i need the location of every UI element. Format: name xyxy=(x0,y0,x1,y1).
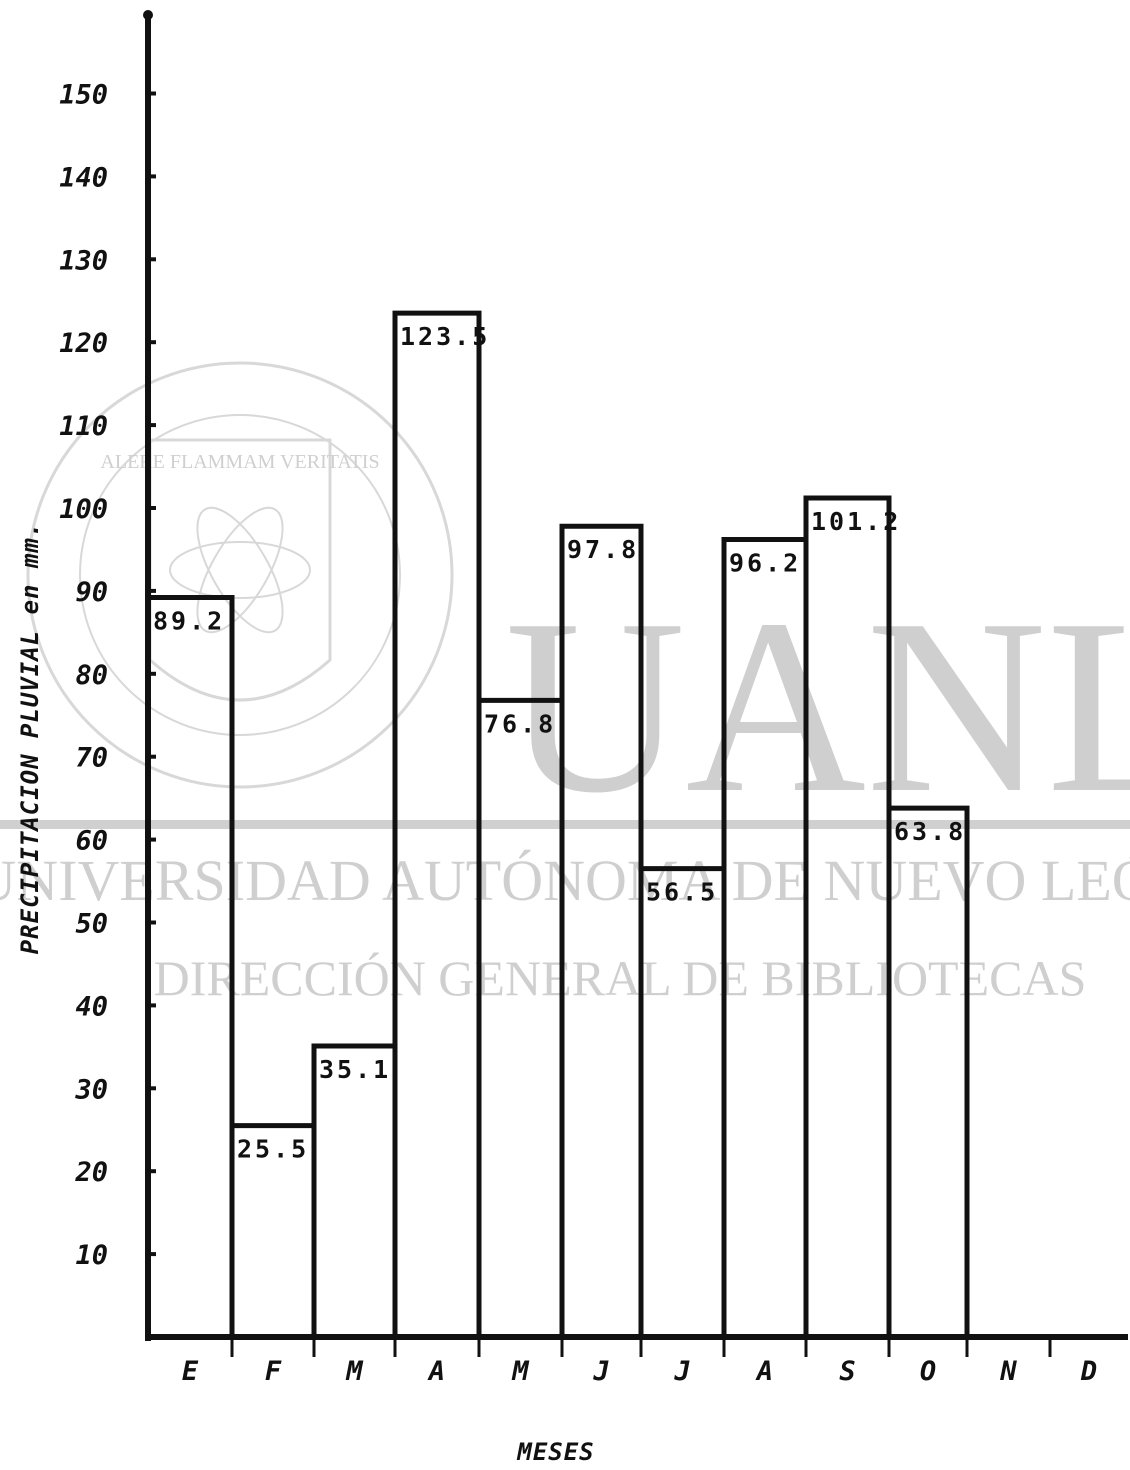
x-tick-label: F xyxy=(265,1356,282,1387)
x-tick-label: S xyxy=(839,1356,855,1387)
y-tick-label: 60 xyxy=(75,826,108,857)
y-tick-label: 20 xyxy=(74,1157,108,1188)
y-tick-label: 130 xyxy=(59,245,108,276)
x-tick-label: O xyxy=(920,1356,936,1387)
bar-value-label: 101.2 xyxy=(811,507,901,536)
bar xyxy=(638,866,727,1337)
bar xyxy=(311,1043,398,1337)
bar-value-label: 123.5 xyxy=(400,322,490,351)
watermark-big-text: UANL xyxy=(505,568,1130,845)
x-tick-label: N xyxy=(999,1356,1017,1387)
y-tick-label: 90 xyxy=(75,577,108,608)
y-tick-label: 110 xyxy=(59,411,108,442)
library-watermark: ALERE FLAMMAM VERITATIS UANL UNIVERSIDAD… xyxy=(0,361,1130,1006)
x-tick-label: M xyxy=(511,1356,529,1387)
bar-value-label: 56.5 xyxy=(646,878,718,907)
y-tick-label: 10 xyxy=(75,1240,108,1271)
bar-value-label: 97.8 xyxy=(567,535,639,564)
x-tick-label: J xyxy=(673,1356,690,1387)
university-seal: ALERE FLAMMAM VERITATIS xyxy=(26,361,454,789)
bars: 89.2 25.5 35.1 123.5 76.8 97.8 56.5 96.2 101.2 63… xyxy=(145,310,970,1337)
bar xyxy=(886,805,970,1337)
y-tick-label: 80 xyxy=(75,660,108,691)
y-axis-title: PRECIPITACION PLUVIAL en mm. xyxy=(16,522,44,955)
y-axis-cap xyxy=(143,10,153,20)
x-axis-title: MESES xyxy=(516,1438,594,1466)
watermark-divider xyxy=(0,820,1130,829)
x-tick-label: A xyxy=(427,1356,445,1387)
y-axis: 10 20 30 40 50 60 70 80 90 100 110 120 130 140 150 xyxy=(59,10,156,1341)
y-tick-label: 50 xyxy=(75,909,108,940)
bar-value-label: 96.2 xyxy=(729,549,801,578)
bar-value-label: 25.5 xyxy=(237,1135,309,1164)
x-tick-label: D xyxy=(1080,1356,1097,1387)
x-tick-label: A xyxy=(755,1356,773,1387)
x-tick-label: M xyxy=(345,1356,363,1387)
bar-value-label: 35.1 xyxy=(319,1055,391,1084)
bar-value-label: 76.8 xyxy=(484,709,556,738)
watermark-line-1: UNIVERSIDAD AUTÓNOMA DE NUEVO LEÓN xyxy=(0,848,1130,913)
watermark-line-2: DIRECCIÓN GENERAL DE BIBLIOTECAS xyxy=(154,950,1087,1006)
y-tick-label: 40 xyxy=(75,991,108,1022)
bar-value-label: 89.2 xyxy=(153,607,225,636)
y-tick-label: 120 xyxy=(59,328,108,359)
y-tick-label: 100 xyxy=(59,494,108,525)
y-tick-label: 30 xyxy=(74,1074,108,1105)
y-tick-label: 140 xyxy=(59,162,108,193)
seal-motto: ALERE FLAMMAM VERITATIS xyxy=(100,451,379,473)
x-tick-label: E xyxy=(182,1356,199,1387)
bar-value-label: 63.8 xyxy=(894,817,966,846)
x-tick-label: J xyxy=(592,1356,609,1387)
y-tick-label: 70 xyxy=(75,743,108,774)
y-tick-label: 150 xyxy=(59,80,108,111)
